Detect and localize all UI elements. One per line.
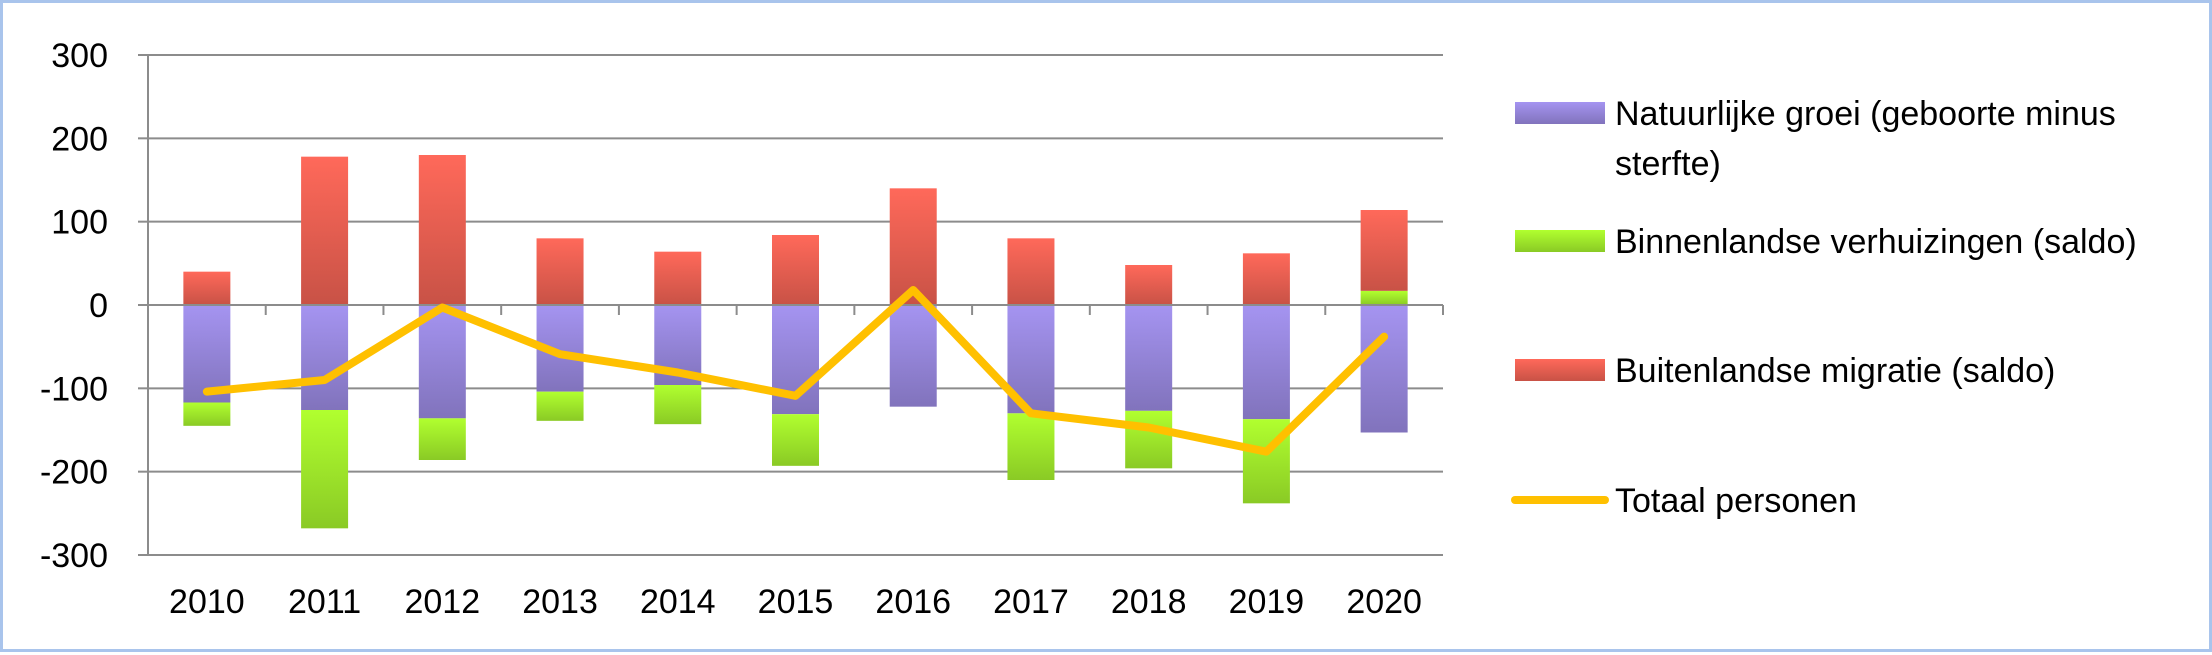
line-point-2011 bbox=[323, 379, 326, 381]
line-point-2017 bbox=[1029, 412, 1032, 415]
y-tick-label: 200 bbox=[51, 120, 108, 158]
line-point-2019 bbox=[1265, 450, 1268, 453]
bar-2015-series-2 bbox=[772, 235, 819, 305]
legend-label: sterfte) bbox=[1615, 145, 1721, 183]
x-tick-label: 2013 bbox=[522, 583, 598, 621]
x-tick-labels: 2010 2011 2012 2013 2014 2015 2016 2017 2018 2019… bbox=[169, 583, 1422, 621]
bar-2011-series-0 bbox=[301, 305, 349, 410]
bar-2013-series-1 bbox=[536, 391, 584, 421]
line-point-2012 bbox=[441, 306, 444, 309]
y-tick-label: 300 bbox=[51, 37, 108, 75]
bar-2012-series-0 bbox=[418, 305, 466, 419]
legend-label: Totaal personen bbox=[1615, 482, 1857, 520]
x-tick-label: 2018 bbox=[1111, 583, 1187, 621]
bar-2014-series-2 bbox=[654, 251, 702, 305]
bar-2010-series-2 bbox=[183, 271, 231, 305]
bar-2011-series-2 bbox=[301, 156, 349, 305]
bar-2018-series-2 bbox=[1125, 265, 1173, 305]
bar-2020-series-0 bbox=[1360, 305, 1408, 433]
bar-2019-series-0 bbox=[1242, 305, 1290, 420]
bar-2019-series-2 bbox=[1242, 253, 1290, 305]
legend-label: Natuurlijke groei (geboorte minus bbox=[1615, 95, 2116, 133]
y-tick-label: -100 bbox=[40, 370, 108, 408]
y-tick-label: 0 bbox=[89, 287, 108, 325]
x-tick-label: 2020 bbox=[1346, 583, 1422, 621]
y-tick-labels: 300 200 100 0 -100 -200 -300 bbox=[40, 37, 108, 575]
y-tick-label: 100 bbox=[51, 204, 108, 242]
legend-label: Buitenlandse migratie (saldo) bbox=[1615, 352, 2055, 390]
bar-2016-series-2 bbox=[889, 188, 937, 305]
axes bbox=[138, 54, 1444, 556]
line-point-2016 bbox=[912, 289, 915, 291]
bar-2017-series-2 bbox=[1007, 238, 1055, 305]
x-tick-label: 2019 bbox=[1229, 583, 1305, 621]
y-tick-label: -200 bbox=[40, 454, 108, 492]
line-point-2010 bbox=[205, 390, 208, 393]
legend-label: Binnenlandse verhuizingen (saldo) bbox=[1615, 223, 2137, 261]
x-tick-label: 2010 bbox=[169, 583, 245, 621]
bar-2018-series-1 bbox=[1125, 410, 1173, 469]
legend-key-series-0 bbox=[1515, 102, 1605, 124]
bar-2012-series-2 bbox=[418, 155, 466, 305]
bar-2018-series-0 bbox=[1125, 305, 1173, 411]
x-tick-label: 2015 bbox=[758, 583, 834, 621]
x-tick-label: 2017 bbox=[993, 583, 1069, 621]
bar-2017-series-1 bbox=[1007, 413, 1055, 480]
line-point-2015 bbox=[794, 394, 797, 397]
x-tick-label: 2012 bbox=[404, 583, 480, 621]
legend: Natuurlijke groei (geboorte minus sterfte… bbox=[1511, 95, 2137, 520]
bar-2011-series-1 bbox=[301, 410, 349, 529]
bar-2012-series-1 bbox=[418, 418, 466, 460]
line-point-2014 bbox=[676, 371, 679, 374]
bar-2020-series-2 bbox=[1360, 210, 1408, 291]
bar-2020-series-1 bbox=[1360, 290, 1408, 305]
x-tick-label: 2014 bbox=[640, 583, 716, 621]
gridlines bbox=[148, 54, 1443, 556]
x-tick-label: 2016 bbox=[875, 583, 951, 621]
legend-key-series-2 bbox=[1515, 359, 1605, 381]
line-series bbox=[202, 286, 1389, 456]
line-point-2018 bbox=[1147, 426, 1150, 429]
x-tick-label: 2011 bbox=[288, 583, 361, 621]
line-point-2020 bbox=[1383, 335, 1386, 338]
bar-2016-series-0 bbox=[889, 305, 937, 407]
legend-key-series-1 bbox=[1515, 230, 1605, 252]
bar-2010-series-1 bbox=[183, 402, 231, 426]
bar-marks bbox=[183, 155, 1408, 529]
bar-2015-series-1 bbox=[772, 414, 819, 466]
bar-2013-series-2 bbox=[536, 238, 584, 305]
y-tick-label: -300 bbox=[40, 537, 108, 575]
bar-2014-series-1 bbox=[654, 385, 702, 425]
line-point-2013 bbox=[559, 353, 562, 356]
